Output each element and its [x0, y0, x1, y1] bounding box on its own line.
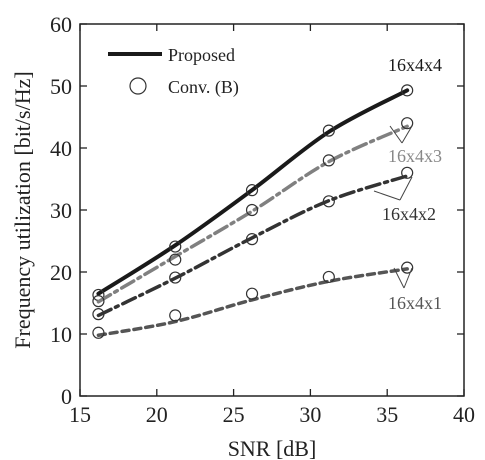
conv-point [322, 124, 335, 137]
conv-point [169, 240, 182, 253]
conv-point [322, 154, 335, 167]
series-labels: 16x4x4 16x4x3 16x4x2 16x4x1 [373, 55, 442, 313]
legend: Proposed Conv. (B) [108, 45, 239, 98]
series-label-leader [393, 267, 405, 289]
series-16x4x4 [92, 84, 414, 302]
conv-point [92, 308, 105, 321]
conv-point [245, 233, 259, 246]
x-tick-label: 20 [146, 402, 168, 427]
x-tick-label: 40 [453, 402, 475, 427]
series-label-leader [389, 125, 403, 144]
x-tick-label: 15 [69, 402, 91, 427]
conv-point [322, 195, 335, 208]
proposed-line [96, 124, 409, 304]
y-tick-label: 0 [61, 384, 72, 409]
legend-label-conv: Conv. (B) [168, 77, 239, 98]
x-tick-label: 30 [299, 402, 321, 427]
conv-point [401, 261, 414, 274]
y-axis-title: Frequency utilization [bit/s/Hz] [10, 71, 35, 348]
proposed-line [96, 267, 409, 337]
series-layer [92, 84, 414, 339]
conv-point [401, 84, 414, 97]
conv-point [401, 117, 414, 130]
x-tick-label: 35 [376, 402, 398, 427]
conv-point [245, 184, 259, 197]
series-label-leader [401, 125, 413, 144]
series-label-16x4x4: 16x4x4 [388, 55, 442, 75]
y-tick-label: 30 [50, 198, 72, 223]
conv-point [401, 166, 414, 179]
series-label-16x4x3: 16x4x3 [388, 146, 442, 166]
y-tick-label: 50 [50, 74, 72, 99]
conv-point [169, 253, 182, 266]
series-label-leader [403, 267, 413, 289]
y-axis-ticks: 0 10 20 30 40 50 60 [50, 12, 464, 409]
y-tick-label: 40 [50, 136, 72, 161]
x-tick-label: 25 [223, 402, 245, 427]
y-tick-label: 10 [50, 322, 72, 347]
conv-point [92, 295, 105, 308]
series-label-leader [373, 190, 401, 201]
legend-label-proposed: Proposed [168, 45, 235, 65]
conv-point [92, 326, 105, 339]
series-16x4x2 [92, 166, 414, 321]
x-axis-ticks: 15 20 25 30 35 40 [69, 24, 475, 427]
conv-point [245, 287, 259, 300]
y-tick-label: 60 [50, 12, 72, 37]
x-axis-title: SNR [dB] [228, 436, 317, 460]
conv-point [169, 271, 182, 284]
series-label-leader [399, 176, 413, 201]
y-tick-label: 20 [50, 260, 72, 285]
proposed-line [96, 88, 410, 296]
proposed-line [96, 174, 409, 318]
series-16x4x1 [92, 261, 414, 339]
conv-point [245, 203, 259, 217]
series-16x4x3 [92, 117, 414, 308]
conv-point [322, 270, 335, 284]
conv-point [169, 309, 182, 322]
series-label-16x4x2: 16x4x2 [382, 204, 436, 224]
legend-circle-swatch [129, 77, 147, 95]
series-label-16x4x1: 16x4x1 [388, 293, 442, 313]
